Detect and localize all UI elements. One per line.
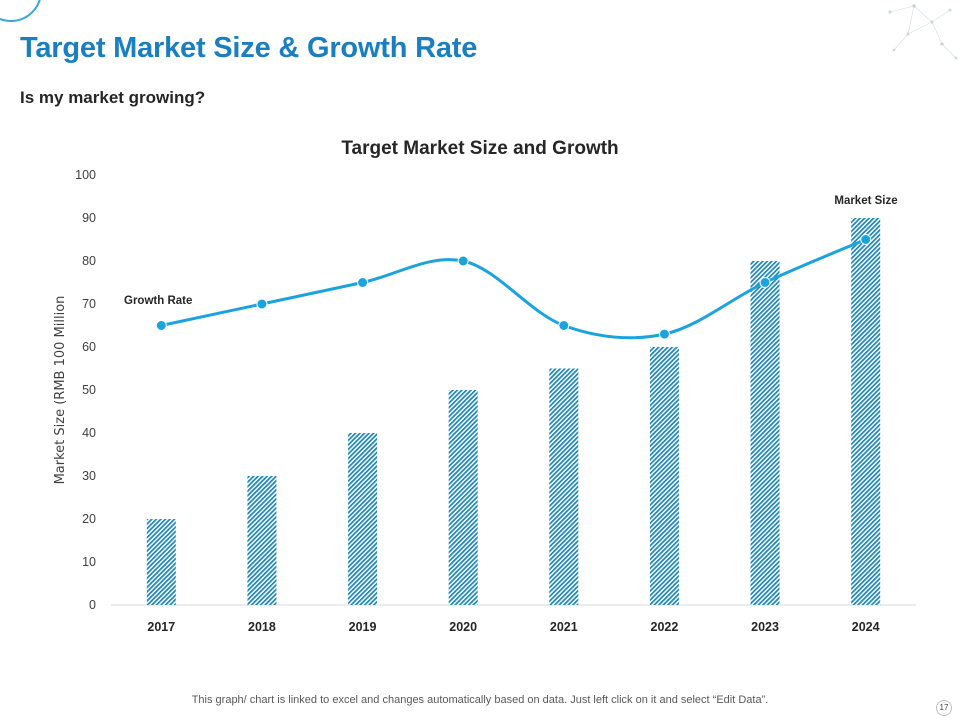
point-growth-rate: [860, 234, 872, 245]
y-tick-label: 60: [82, 340, 96, 354]
point-growth-rate: [357, 277, 369, 288]
point-growth-rate: [558, 320, 570, 331]
bar-market-size: [851, 218, 881, 605]
bar-market-size: [348, 433, 378, 605]
x-tick-label: 2022: [651, 620, 679, 634]
point-growth-rate: [256, 298, 268, 310]
y-tick-label: 90: [82, 211, 96, 225]
page-title: Target Market Size & Growth Rate: [20, 32, 478, 64]
page-number: 17: [936, 700, 952, 716]
x-tick-label: 2017: [147, 620, 175, 634]
bar-market-size: [649, 347, 679, 605]
bar-market-size: [750, 261, 780, 605]
series-label-market-size: Market Size: [834, 195, 897, 207]
y-tick-label: 0: [89, 598, 96, 612]
y-tick-label: 70: [82, 297, 96, 311]
bar-market-size: [549, 368, 579, 605]
line-growth-rate: [159, 238, 868, 340]
y-axis-label: Market Size (RMB 100 Million: [53, 296, 68, 485]
network-dots-decoration: [888, 4, 958, 60]
point-growth-rate: [155, 320, 167, 331]
x-tick-label: 2018: [248, 620, 276, 634]
point-growth-rate: [658, 328, 670, 340]
bar-market-size: [146, 519, 176, 605]
x-tick-label: 2019: [349, 620, 377, 634]
bar-market-size: [448, 390, 478, 605]
y-tick-label: 50: [82, 383, 96, 397]
footer-note: This graph/ chart is linked to excel and…: [191, 694, 769, 706]
chart-title: Target Market Size and Growth: [341, 138, 618, 159]
plot-area: 0 10 20 30 40 50 60 70 80 90 100 2017 2018 2019 2020 20…: [75, 168, 916, 634]
y-tick-label: 20: [82, 512, 96, 526]
point-growth-rate: [759, 277, 771, 288]
bar-market-size: [247, 476, 277, 605]
x-tick-label: 2024: [852, 620, 880, 634]
point-growth-rate: [457, 255, 469, 267]
y-tick-label: 80: [82, 254, 96, 268]
page-subtitle: Is my market growing?: [20, 88, 206, 107]
x-tick-label: 2023: [751, 620, 779, 634]
y-tick-label: 100: [75, 168, 96, 182]
y-tick-label: 30: [82, 469, 96, 483]
market-size-chart[interactable]: Target Market Size and Growth Market Siz…: [0, 0, 960, 680]
y-tick-label: 10: [82, 555, 96, 569]
x-tick-label: 2020: [449, 620, 477, 634]
y-tick-label: 40: [82, 426, 96, 440]
series-label-growth-rate: Growth Rate: [124, 295, 192, 307]
x-tick-label: 2021: [550, 620, 578, 634]
